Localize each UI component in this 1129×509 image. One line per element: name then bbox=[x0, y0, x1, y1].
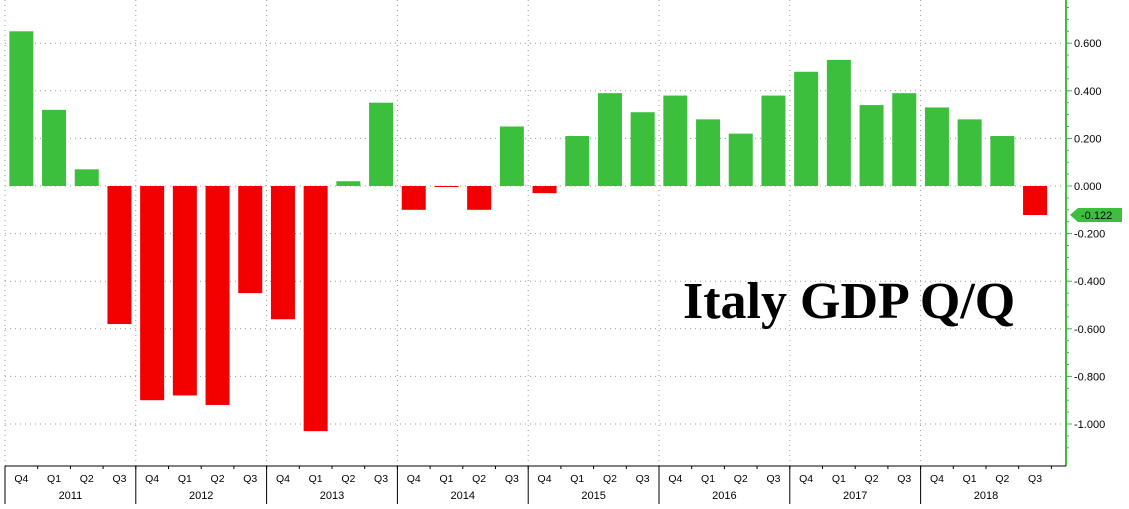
quarter-label: Q1 bbox=[570, 473, 584, 485]
bar bbox=[826, 59, 851, 186]
year-label: 2013 bbox=[320, 490, 344, 502]
quarter-label: Q4 bbox=[668, 473, 682, 485]
year-label: 2015 bbox=[581, 490, 605, 502]
bar bbox=[597, 93, 622, 186]
quarter-label: Q4 bbox=[538, 473, 552, 485]
quarter-label: Q1 bbox=[178, 473, 192, 485]
bar bbox=[270, 186, 295, 320]
last-value-label: -0.122 bbox=[1081, 210, 1112, 222]
last-value-marker bbox=[1070, 208, 1122, 223]
quarter-label: Q2 bbox=[603, 473, 617, 485]
bar bbox=[205, 186, 230, 405]
y-tick-label: 0.000 bbox=[1074, 181, 1102, 193]
bar bbox=[336, 181, 361, 186]
bar bbox=[990, 136, 1015, 186]
quarter-label: Q4 bbox=[145, 473, 159, 485]
y-tick-label: -0.600 bbox=[1074, 324, 1105, 336]
quarter-label: Q2 bbox=[865, 473, 879, 485]
bar bbox=[696, 119, 721, 186]
bar bbox=[892, 93, 917, 186]
quarter-label: Q1 bbox=[701, 473, 715, 485]
quarter-label: Q2 bbox=[472, 473, 486, 485]
y-tick-label: -0.200 bbox=[1074, 229, 1105, 241]
quarter-label: Q4 bbox=[930, 473, 944, 485]
year-label: 2017 bbox=[843, 490, 867, 502]
y-tick-label: 0.200 bbox=[1074, 133, 1102, 145]
quarter-label: Q2 bbox=[341, 473, 355, 485]
quarter-label: Q1 bbox=[47, 473, 61, 485]
bar bbox=[859, 105, 884, 186]
bar bbox=[42, 109, 67, 186]
quarter-label: Q3 bbox=[897, 473, 911, 485]
quarter-label: Q4 bbox=[407, 473, 421, 485]
bars-layer bbox=[9, 31, 1048, 432]
y-tick-label: 0.600 bbox=[1074, 38, 1102, 50]
quarter-label: Q1 bbox=[309, 473, 323, 485]
y-tick-label: 0.400 bbox=[1074, 86, 1102, 98]
bar bbox=[172, 186, 197, 396]
year-label: 2018 bbox=[974, 490, 998, 502]
bar bbox=[630, 112, 655, 186]
bar bbox=[761, 95, 786, 186]
y-axis: 0.600 0.400 0.200 0.000 -0.200 -0.400 -0.600 -0… bbox=[1065, 0, 1122, 466]
quarter-label: Q3 bbox=[243, 473, 257, 485]
quarter-label: Q4 bbox=[276, 473, 290, 485]
bar bbox=[499, 126, 524, 186]
quarter-label: Q2 bbox=[734, 473, 748, 485]
quarter-label: Q2 bbox=[80, 473, 94, 485]
y-tick-label: -1.000 bbox=[1074, 419, 1105, 431]
bar bbox=[434, 186, 459, 187]
bar bbox=[565, 136, 590, 186]
quarter-label: Q2 bbox=[995, 473, 1009, 485]
quarter-label: Q4 bbox=[799, 473, 813, 485]
y-tick-label: -0.400 bbox=[1074, 276, 1105, 288]
bar bbox=[924, 107, 949, 186]
quarter-label: Q1 bbox=[832, 473, 846, 485]
quarter-label: Q3 bbox=[505, 473, 519, 485]
chart-title: Italy GDP Q/Q bbox=[683, 273, 1015, 330]
y-tick-label: -0.800 bbox=[1074, 371, 1105, 383]
bar bbox=[74, 169, 99, 186]
quarter-label: Q3 bbox=[1028, 473, 1042, 485]
bar bbox=[369, 102, 394, 186]
year-label: 2012 bbox=[189, 490, 213, 502]
bar bbox=[663, 95, 688, 186]
bar bbox=[1023, 186, 1048, 216]
x-axis: Q4 Q1 Q2 Q3 Q4 Q1 Q2 Q3 Q4 Q1 Q2 Q3 Q4 Q1 Q2 Q3 Q4 Q1 Q2 Q3… bbox=[4, 465, 1066, 504]
bar bbox=[794, 71, 819, 186]
quarter-label: Q3 bbox=[374, 473, 388, 485]
year-label: 2011 bbox=[59, 490, 83, 502]
bar bbox=[957, 119, 982, 186]
quarter-label: Q3 bbox=[636, 473, 650, 485]
quarter-label: Q2 bbox=[211, 473, 225, 485]
bar bbox=[728, 133, 753, 186]
bar bbox=[532, 186, 557, 194]
bar bbox=[140, 186, 165, 401]
bar bbox=[303, 186, 328, 432]
bar bbox=[107, 186, 132, 325]
quarter-label: Q1 bbox=[439, 473, 453, 485]
year-label: 2014 bbox=[451, 490, 475, 502]
bar bbox=[9, 31, 34, 186]
quarter-label: Q4 bbox=[14, 473, 28, 485]
quarter-label: Q1 bbox=[963, 473, 977, 485]
quarter-label: Q3 bbox=[112, 473, 126, 485]
bar bbox=[238, 186, 263, 294]
bar bbox=[467, 186, 492, 210]
bar bbox=[401, 186, 426, 210]
quarter-label: Q3 bbox=[766, 473, 780, 485]
year-label: 2016 bbox=[712, 490, 736, 502]
